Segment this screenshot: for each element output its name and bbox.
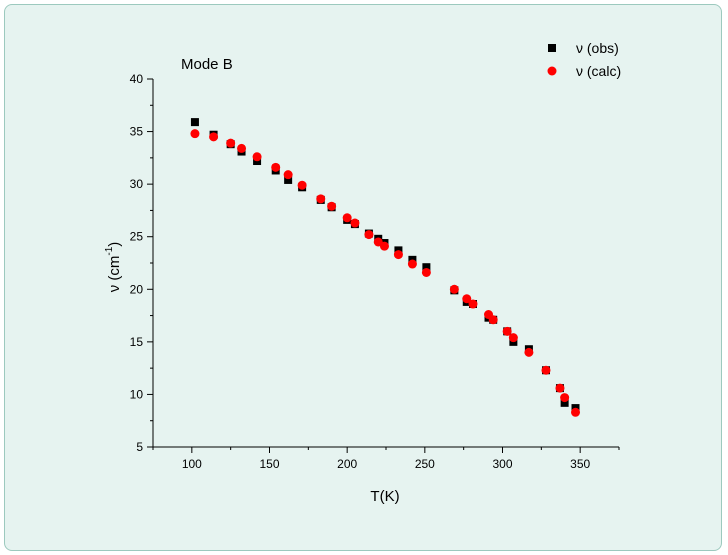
calc-point <box>555 383 565 393</box>
calc-point <box>462 294 472 304</box>
y-tick-label: 15 <box>130 335 144 349</box>
calc-point <box>364 230 374 240</box>
chart-figure: 100 150 200 250 300 350 5 10 15 20 25 30 35 40 Mode B… <box>4 4 722 551</box>
calc-point <box>342 213 352 223</box>
y-tick-label: 5 <box>136 440 143 454</box>
calc-point <box>327 201 337 211</box>
calc-point <box>502 326 512 336</box>
y-axis-label-end: ) <box>106 242 123 247</box>
mode-annotation: Mode B <box>181 56 233 73</box>
y-tick-label: 35 <box>130 125 144 139</box>
chart-svg: 100 150 200 250 300 350 5 10 15 20 25 30 35 40 Mode B… <box>104 40 621 505</box>
calc-point <box>379 241 389 251</box>
calc-point <box>560 393 570 403</box>
x-tick-label: 350 <box>570 457 590 471</box>
x-tick-label: 150 <box>259 457 279 471</box>
calc-point <box>283 170 293 180</box>
data-points <box>190 118 581 417</box>
legend-calc-label: ν (calc) <box>576 63 621 79</box>
calc-point <box>421 267 431 277</box>
calc-point <box>350 218 360 228</box>
calc-point <box>316 194 326 204</box>
calc-point <box>393 250 403 260</box>
axis-ticks: 100 150 200 250 300 350 5 10 15 20 25 30 35 40 <box>130 72 620 471</box>
calc-point <box>209 132 219 142</box>
legend: ν (obs) ν (calc) <box>547 40 621 79</box>
calc-point <box>449 284 459 294</box>
calc-point <box>297 180 307 190</box>
x-axis-label: T(K) <box>370 488 399 505</box>
calc-point <box>488 315 498 325</box>
y-tick-label: 40 <box>130 72 144 86</box>
obs-point <box>190 118 199 127</box>
calc-point <box>524 347 534 357</box>
obs-point <box>560 398 569 407</box>
legend-obs-label: ν (obs) <box>576 40 619 56</box>
y-tick-label: 30 <box>130 177 144 191</box>
calc-point <box>541 365 551 375</box>
y-tick-label: 10 <box>130 387 144 401</box>
legend-obs-marker <box>548 44 556 52</box>
obs-point <box>422 263 431 272</box>
calc-point <box>190 129 200 139</box>
y-axis-label-sup: -1 <box>104 246 115 255</box>
calc-point <box>226 138 236 148</box>
y-axis-label: ν (cm-1) <box>104 242 123 293</box>
calc-point <box>252 152 262 162</box>
obs-point <box>284 175 293 184</box>
legend-calc-marker <box>547 66 557 76</box>
x-tick-label: 200 <box>337 457 357 471</box>
calc-point <box>468 299 478 309</box>
calc-point <box>271 162 281 172</box>
y-tick-label: 20 <box>130 282 144 296</box>
y-tick-label: 25 <box>130 230 144 244</box>
x-tick-label: 300 <box>492 457 512 471</box>
x-tick-label: 250 <box>415 457 435 471</box>
axes <box>152 79 619 448</box>
calc-point <box>237 143 247 153</box>
calc-point <box>508 333 518 343</box>
x-tick-label: 100 <box>182 457 202 471</box>
y-axis-label-base: ν (cm <box>106 256 123 293</box>
calc-point <box>407 259 417 269</box>
calc-point <box>571 407 581 417</box>
